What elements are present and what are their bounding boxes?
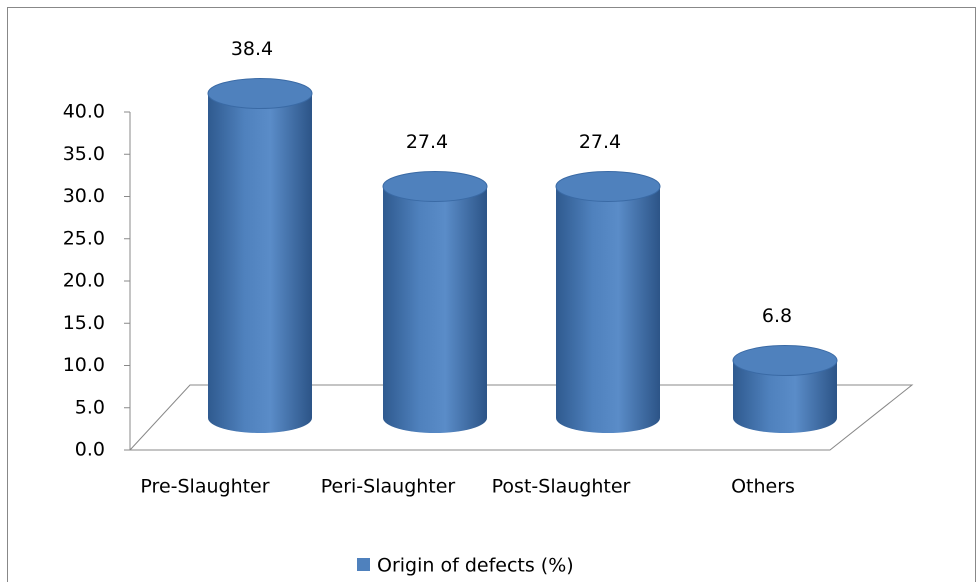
cylinder-top [382,170,488,202]
cylinder-top [207,78,313,110]
data-label: 27.4 [406,131,448,153]
legend-swatch [357,558,370,571]
x-tick-label: Peri-Slaughter [321,476,456,498]
y-tick-label: 40.0 [63,101,105,123]
floor [128,384,914,451]
cylinder-body [383,186,487,433]
y-tick-label: 15.0 [63,312,105,334]
data-label: 27.4 [579,131,621,153]
legend-label: Origin of defects (%) [377,555,574,577]
chart-border [7,7,976,582]
cylinder-top [732,345,838,377]
cylinder-body [208,93,312,434]
x-tick-label: Pre-Slaughter [140,476,269,498]
x-tick-label: Others [731,476,795,498]
cylinder-body [556,186,660,433]
y-tick-label: 30.0 [63,185,105,207]
data-label: 6.8 [762,305,792,327]
cylinder-body [733,360,837,433]
y-tick-label: 5.0 [75,396,105,418]
y-tick-label: 35.0 [63,143,105,165]
cylinder-top [555,170,661,202]
y-tick-label: 10.0 [63,354,105,376]
y-tick-label: 25.0 [63,227,105,249]
data-label: 38.4 [231,38,273,60]
y-tick-label: 0.0 [75,439,105,461]
x-tick-label: Post-Slaughter [492,476,631,498]
y-tick-label: 20.0 [63,270,105,292]
